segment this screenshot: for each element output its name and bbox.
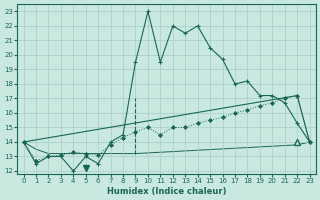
X-axis label: Humidex (Indice chaleur): Humidex (Indice chaleur)	[107, 187, 226, 196]
